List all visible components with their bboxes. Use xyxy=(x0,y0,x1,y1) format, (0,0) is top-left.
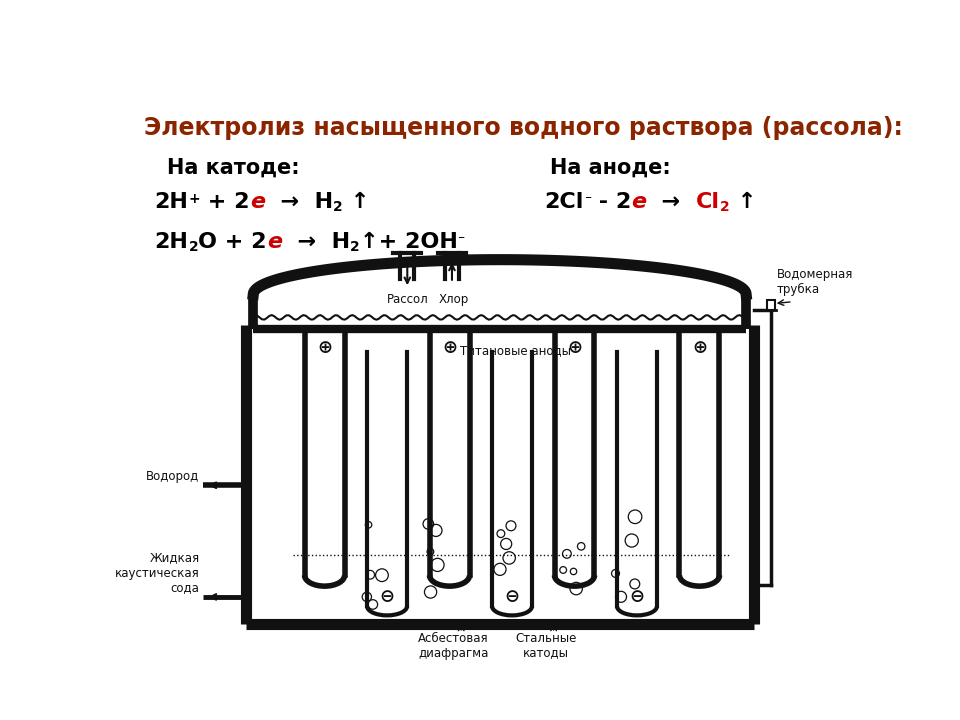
Text: ↑: ↑ xyxy=(343,192,369,212)
Text: ↑: ↑ xyxy=(730,192,756,212)
Text: ⁻: ⁻ xyxy=(584,193,591,207)
Text: 2H: 2H xyxy=(155,232,188,252)
Text: 2Cl: 2Cl xyxy=(544,192,584,212)
Text: Водород: Водород xyxy=(146,470,200,483)
Text: Электролиз насыщенного водного раствора (рассола):: Электролиз насыщенного водного раствора … xyxy=(144,116,902,140)
Text: ⊕: ⊕ xyxy=(567,339,582,357)
Text: - 2: - 2 xyxy=(591,192,632,212)
Text: На аноде:: На аноде: xyxy=(550,157,670,177)
Text: Стальные
катоды: Стальные катоды xyxy=(516,631,577,660)
Text: Хлор: Хлор xyxy=(439,293,468,306)
Text: →  H: → H xyxy=(265,192,333,212)
Text: 2: 2 xyxy=(350,240,360,253)
Text: Рассол: Рассол xyxy=(387,293,428,306)
Text: O + 2: O + 2 xyxy=(199,232,267,252)
Text: +: + xyxy=(188,192,201,205)
Text: ↑+ 2OH: ↑+ 2OH xyxy=(360,232,458,252)
Text: Cl: Cl xyxy=(696,192,720,212)
Text: 2H: 2H xyxy=(155,192,188,212)
Bar xyxy=(767,300,775,310)
Text: На катоде:: На катоде: xyxy=(167,157,300,177)
Text: + 2: + 2 xyxy=(201,192,250,212)
Text: ⊖: ⊖ xyxy=(379,588,395,606)
Text: →  H: → H xyxy=(282,232,350,252)
Text: ⁻: ⁻ xyxy=(458,233,465,247)
Text: e: e xyxy=(267,232,282,252)
Text: ⊕: ⊕ xyxy=(317,339,332,357)
Text: 2: 2 xyxy=(333,199,343,214)
Text: e: e xyxy=(250,192,265,212)
Text: Жидкая
каустическая
сода: Жидкая каустическая сода xyxy=(114,552,200,595)
Text: ⊖: ⊖ xyxy=(630,588,644,606)
Text: Водомерная
трубка: Водомерная трубка xyxy=(777,268,853,296)
Text: 2: 2 xyxy=(720,199,730,214)
Text: ⊖: ⊖ xyxy=(504,588,519,606)
Text: →: → xyxy=(646,192,696,212)
Text: Титановые аноды: Титановые аноды xyxy=(460,344,570,357)
Text: ⊕: ⊕ xyxy=(692,339,707,357)
Text: 2: 2 xyxy=(188,240,199,253)
Text: Асбестовая
диафрагма: Асбестовая диафрагма xyxy=(419,631,489,660)
Text: e: e xyxy=(632,192,646,212)
Text: ⊕: ⊕ xyxy=(442,339,457,357)
